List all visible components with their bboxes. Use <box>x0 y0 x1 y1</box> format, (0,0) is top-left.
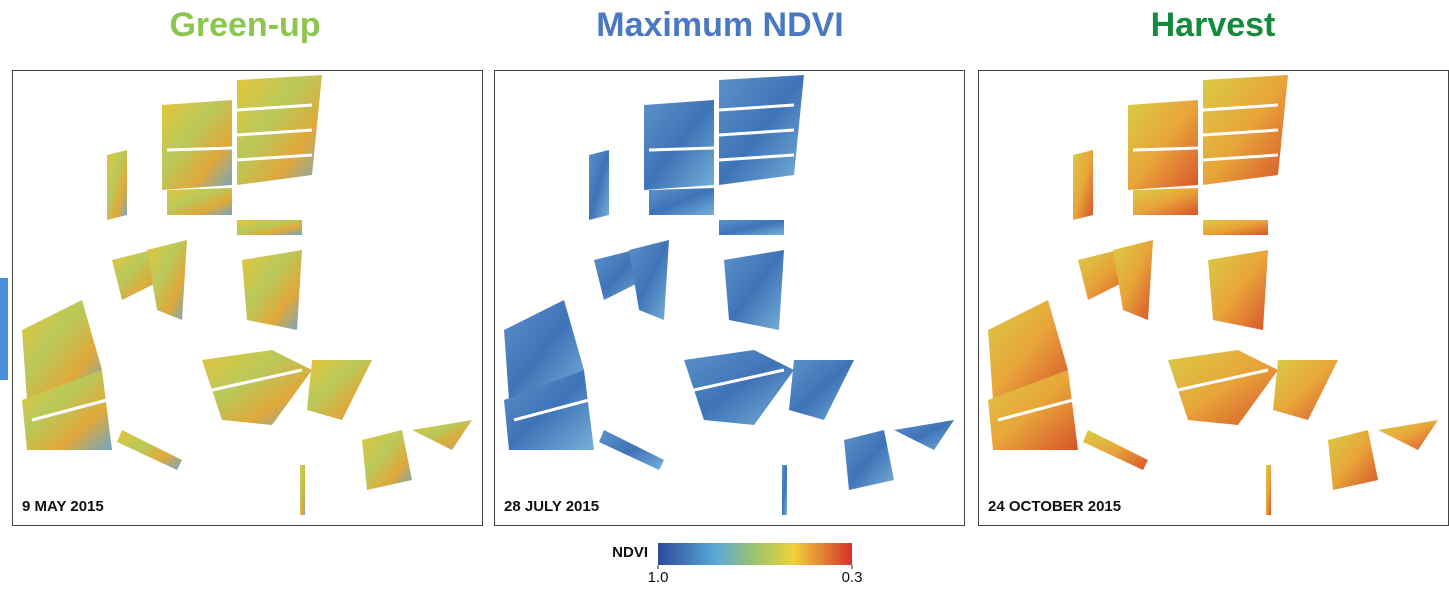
panel-title: Harvest <box>1151 6 1276 44</box>
colorbar-tick-label: 1.0 <box>648 569 669 586</box>
field <box>167 188 232 215</box>
date-label: 28 JULY 2015 <box>504 498 599 515</box>
field <box>1073 150 1093 220</box>
field <box>1203 220 1268 235</box>
map-panel: Maximum NDVI 28 JULY 2015 <box>495 6 965 526</box>
field <box>1208 250 1268 330</box>
field <box>242 250 302 330</box>
field <box>782 465 787 515</box>
panel-title: Maximum NDVI <box>596 6 844 44</box>
field-divider <box>167 148 232 150</box>
field <box>1266 465 1271 515</box>
date-label: 9 MAY 2015 <box>22 498 104 515</box>
panel-title: Green-up <box>169 6 320 44</box>
field <box>107 150 127 220</box>
map-panel: Harvest 24 OCTOBER 2015 <box>979 6 1449 526</box>
figure: Green-up 9 MAY 2015 Maximum NDVI 28 JULY 20… <box>0 0 1449 593</box>
field <box>644 100 714 190</box>
field <box>300 465 305 515</box>
field <box>649 188 714 215</box>
map-panel: Green-up 9 MAY 2015 <box>13 6 483 526</box>
field <box>162 100 232 190</box>
legend-label: NDVI <box>612 544 648 561</box>
field <box>719 220 784 235</box>
field <box>724 250 784 330</box>
field-divider <box>649 148 714 150</box>
colorbar <box>658 543 852 565</box>
side-tab <box>0 278 8 380</box>
colorbar-tick-label: 0.3 <box>842 569 863 586</box>
date-label: 24 OCTOBER 2015 <box>988 498 1121 515</box>
field <box>589 150 609 220</box>
field <box>1128 100 1198 190</box>
field-divider <box>1133 148 1198 150</box>
field <box>237 220 302 235</box>
field <box>1133 188 1198 215</box>
